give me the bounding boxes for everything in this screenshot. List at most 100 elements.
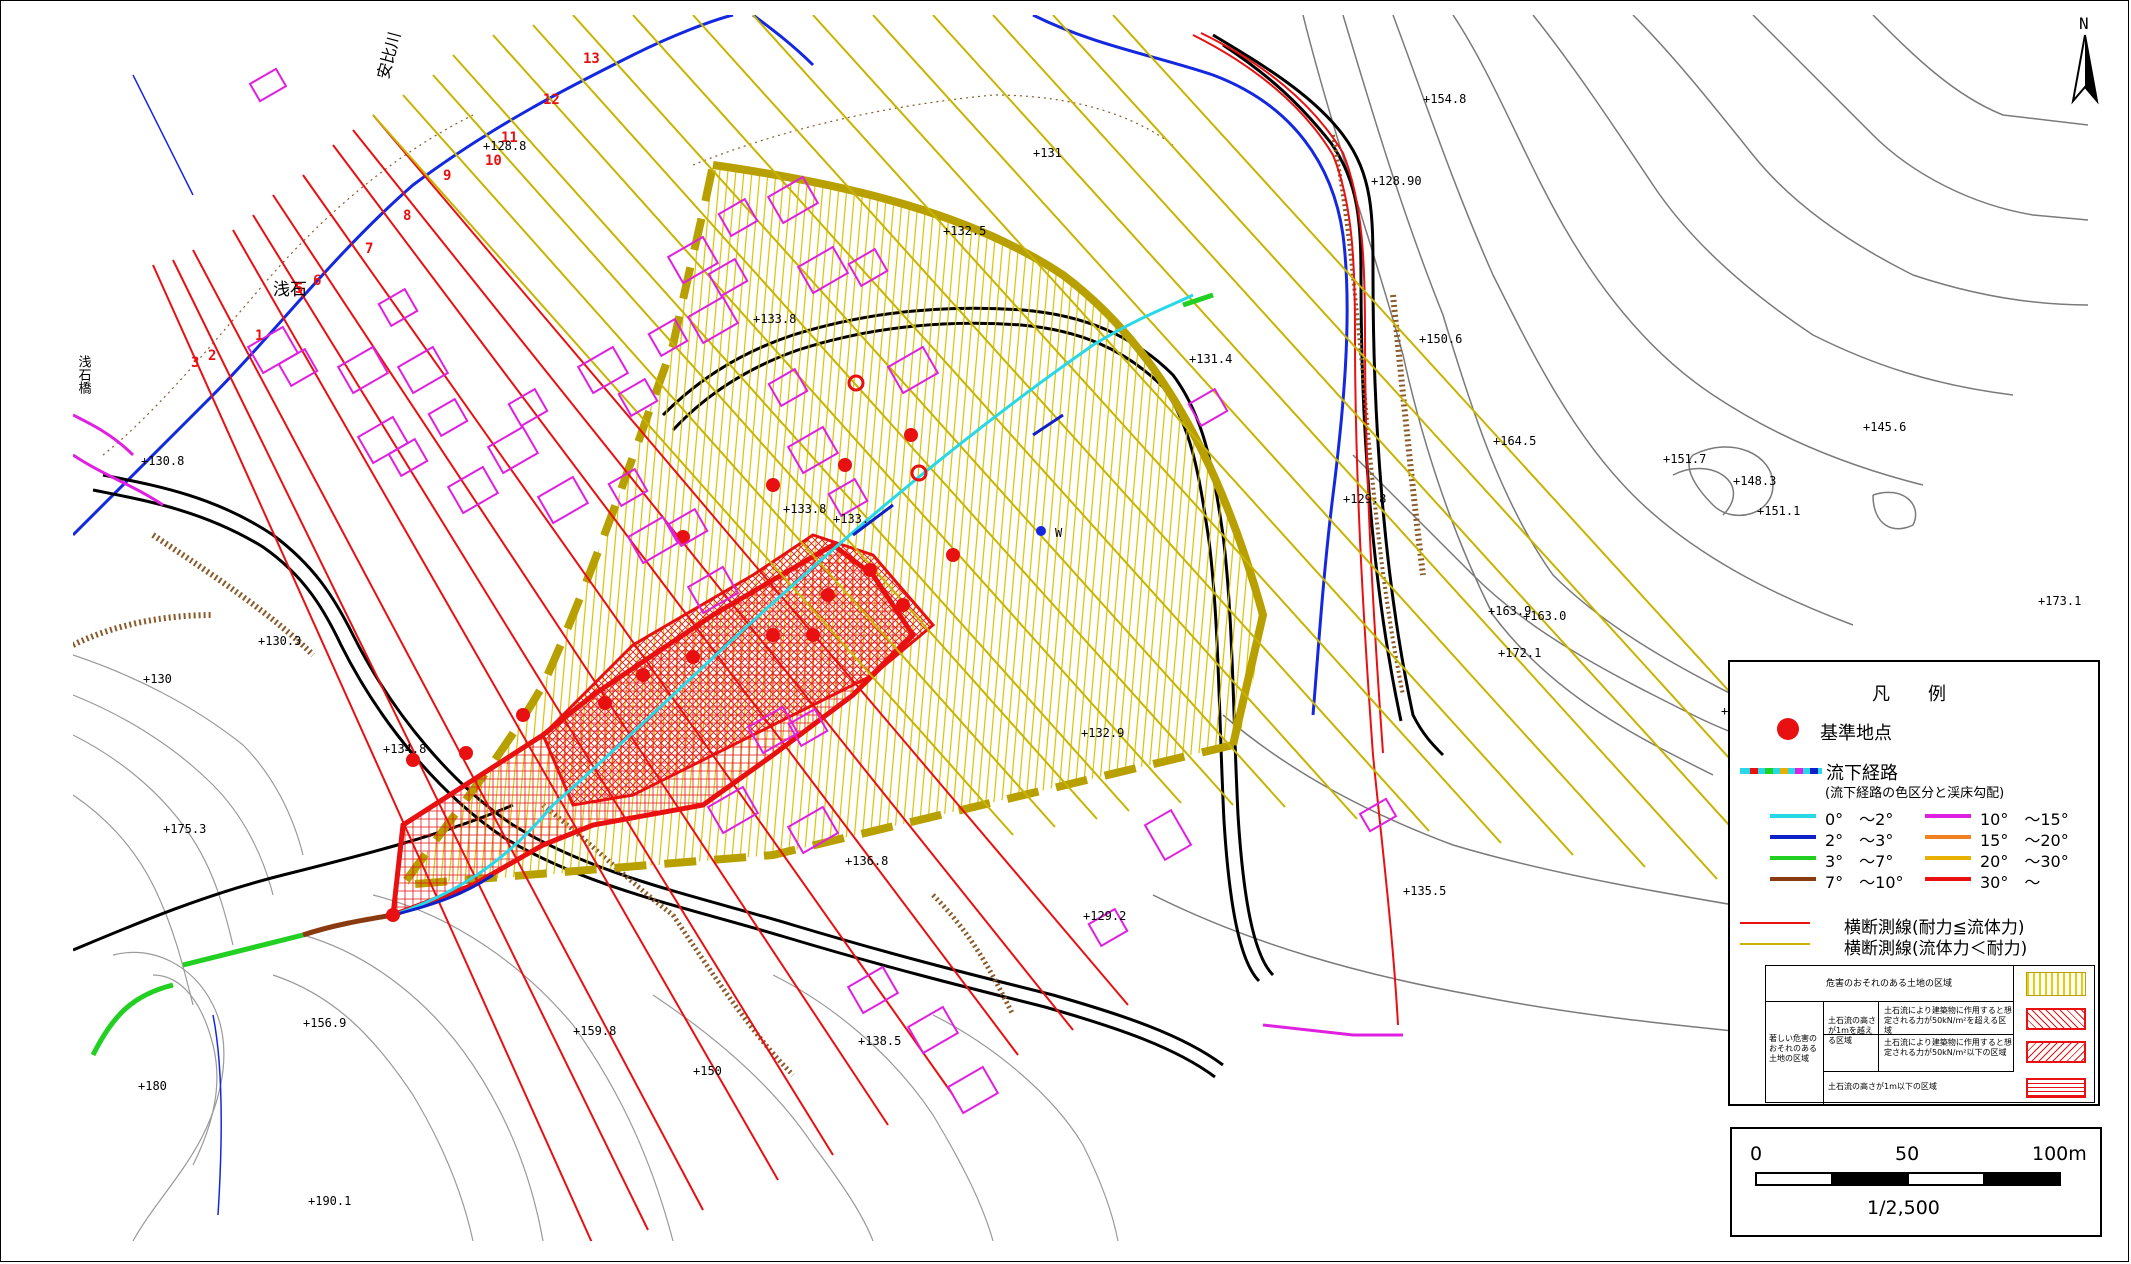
section-numbers: 3 2 1 5 6 7 8 9 10 11 12 13 [191,51,600,371]
cross-section-line-yellow [692,15,1430,832]
reference-point [686,650,700,664]
building [248,67,288,103]
reference-point [766,478,780,492]
cross-section-line-red [192,249,704,1211]
reference-point [904,428,918,442]
river-line [132,74,194,196]
building [787,707,829,748]
cross-section-line-red [352,129,1074,1031]
cross-section-line-yellow [532,24,1234,806]
building [387,437,429,478]
cross-section-yellow-label: 横断測線(流体力＜耐力) [1844,939,2028,959]
building [786,425,840,475]
slope-label: 2° ～3° [1825,831,1894,850]
building [277,347,319,388]
reference-point [806,628,820,642]
cross-section-line-yellow [432,74,1098,820]
reference-points [386,374,1046,922]
building [576,345,630,395]
reference-point [863,563,877,577]
elevation-label: +133. [833,512,869,526]
river-line [212,1014,223,1216]
reference-point [821,588,835,602]
elevation-label: +173.1 [2038,594,2081,608]
cross-section-red-label: 横断測線(耐力≦流体力) [1844,918,2025,938]
building [667,507,709,548]
section-number: 5 [295,281,303,297]
force-note-over: 土石流の高さが1mを越える区域 [1828,1016,1876,1045]
flow-path-green [90,292,1214,1057]
elevation-label: +154.8 [1423,92,1466,106]
zone-legend-table: 危害のおそれのある土地の区域 著しい危害のおそれのある土地の区域 土石流の高さが… [1765,965,2095,1104]
elevation-label: +138.5 [858,1034,901,1048]
contour-lines [1152,15,2088,1036]
flow-path-label: 流下経路 [1826,763,1898,784]
danger-area-outline [712,161,1268,746]
cross-section-line-yellow [572,15,1286,808]
elevation-label: +130 [143,672,172,686]
slope-label: 30° ～ [1980,873,2041,892]
elevation-label: +132.5 [943,224,986,238]
reference-point [516,708,530,722]
elevation-label: +133.8 [783,502,826,516]
serious-area-zone [541,533,936,807]
elevation-label: +131 [1033,146,1062,160]
reference-point [838,458,852,472]
building [536,475,590,525]
reference-point-open [847,374,865,392]
elevation-label: +151.7 [1663,452,1706,466]
building [746,705,800,755]
section-number: 9 [443,168,451,184]
section-number: 1 [255,328,263,344]
building [377,287,419,328]
building [336,345,390,395]
elevation-label: +134.8 [383,742,426,756]
elevation-label: +164.5 [1493,434,1536,448]
elevation-label: +156.9 [303,1016,346,1030]
elevation-label: +130.8 [141,454,184,468]
reference-point [946,548,960,562]
hazard-map[interactable]: 安比川 浅石 浅石橋 W 3 2 1 5 6 7 8 9 10 11 12 13 +154.8 +128… [73,15,2088,1241]
building [717,197,759,238]
building [1187,387,1229,428]
cross-section-line-red [152,264,593,1241]
building [1143,808,1193,862]
cross-section-line-red [302,174,954,1096]
flow-path-brown [302,912,394,938]
scale-tick-0: 0 [1750,1143,1763,1165]
cross-section-line-red [252,214,834,1156]
elevation-label: +151.1 [1757,504,1800,518]
elevation-label: +172.1 [1498,646,1541,660]
cross-section-line-red [372,114,1129,1006]
reference-point [766,628,780,642]
section-number: 6 [313,273,321,289]
building [847,247,889,288]
cross-section-line-yellow [992,15,1790,892]
river-line [73,15,734,537]
reference-point [406,753,420,767]
building [446,465,500,515]
elevation-label: +128.90 [1371,174,1422,188]
under-1m-label: 土石流により建築物に作用すると想定される力が50kN/m²以下の区域 [1884,1038,2012,1057]
elevation-label: +150 [693,1064,722,1078]
cross-section-lines [152,15,1934,1241]
building [706,785,760,835]
slope-label: 10° ～15° [1980,810,2069,829]
elevation-label: +132.9 [1081,726,1124,740]
height-1m-swatch [2026,1078,2086,1098]
elevation-label: +136.8 [845,854,888,868]
elevation-label: +175.3 [163,822,206,836]
reference-point-icon [1777,718,1799,740]
scale-ratio: 1/2,500 [1867,1197,1940,1219]
map-labels: 安比川 浅石 浅石橋 W [76,30,1064,540]
section-number: 13 [583,51,600,67]
slope-label: 0° ～2° [1825,810,1894,829]
cross-section-line-yellow [372,114,1014,836]
section-number: 7 [365,241,373,257]
scale-tick-100: 100m [2032,1143,2087,1165]
elevation-label: +130.3 [258,634,301,648]
elevation-label: +180 [138,1079,167,1093]
section-number: 8 [403,208,411,224]
building [617,377,659,418]
flow-path-note: (流下経路の色区分と渓床勾配) [1825,786,2005,801]
